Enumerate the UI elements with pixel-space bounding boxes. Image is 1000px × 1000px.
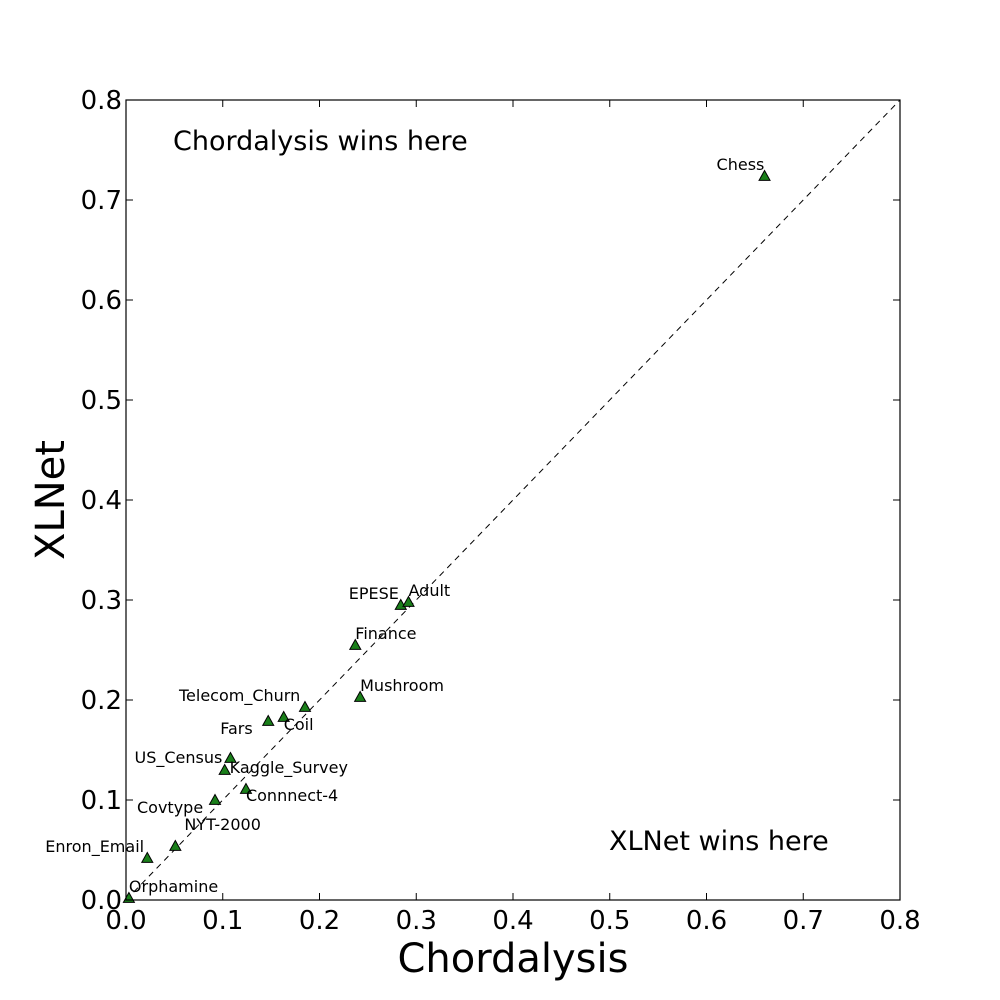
y-tick-label: 0.5 [81,386,122,416]
data-point [239,782,253,794]
point-label: Coil [284,715,314,734]
data-point [208,793,222,805]
point-label: Covtype [137,798,203,817]
y-tick-label: 0.2 [81,686,122,716]
x-tick-label: 0.1 [202,906,243,936]
x-tick-label: 0.6 [686,906,727,936]
y-axis-title: XLNet [28,440,74,560]
x-tick-label: 0.3 [396,906,437,936]
point-label: Kaggle_Survey [230,758,348,778]
y-tick-label: 0.6 [81,286,122,316]
x-tick-label: 0.0 [105,906,146,936]
x-axis-title: Chordalysis [398,936,629,982]
data-point [224,751,237,763]
data-point [298,700,312,712]
plot-data: Chess EPESE Adult Finance Mushroom Telecom_Ch… [45,99,901,903]
y-tick-label: 0.0 [81,886,122,916]
point-label: Connnect-4 [246,786,338,805]
x-tick-label: 0.7 [783,906,824,936]
data-point [348,638,362,650]
x-tick-label: 0.2 [299,906,340,936]
annotation-chordalysis-wins: Chordalysis wins here [173,126,468,157]
point-label: Finance [355,624,416,643]
annotation-xlnet-wins: XLNet wins here [609,826,829,857]
data-point [168,839,182,851]
data-point [277,710,291,722]
point-label: Mushroom [360,676,444,695]
data-point [402,595,415,607]
diagonal-line [125,99,901,901]
point-label: Chess [717,155,765,174]
y-tick-label: 0.4 [81,486,122,516]
y-tick-label: 0.3 [81,586,122,616]
point-label: Enron_Email [45,837,144,857]
data-point [353,690,367,702]
y-tick-label: 0.7 [81,186,122,216]
data-point [261,714,275,726]
x-tick-label: 0.4 [492,906,533,936]
point-label: Fars [220,719,252,738]
point-label: Adult [409,581,451,600]
point-label: Orphamine [129,877,218,896]
data-point [394,598,408,610]
y-tick-label: 0.8 [81,86,122,116]
data-point [140,851,154,863]
point-label: NYT-2000 [184,815,261,834]
data-point [218,763,232,775]
data-point [758,169,771,181]
ticks: 0.0 0.1 0.2 0.3 0.4 0.5 0.6 0.7 0.8 0.0 0.1 0.2 0.3 0… [81,86,921,936]
plot-frame [125,99,901,901]
y-tick-label: 0.1 [81,786,122,816]
point-label: Telecom_Churn [178,686,300,706]
point-label: EPESE [349,584,399,603]
x-tick-label: 0.8 [879,906,920,936]
point-label: US_Census [134,748,222,768]
x-tick-label: 0.5 [589,906,630,936]
